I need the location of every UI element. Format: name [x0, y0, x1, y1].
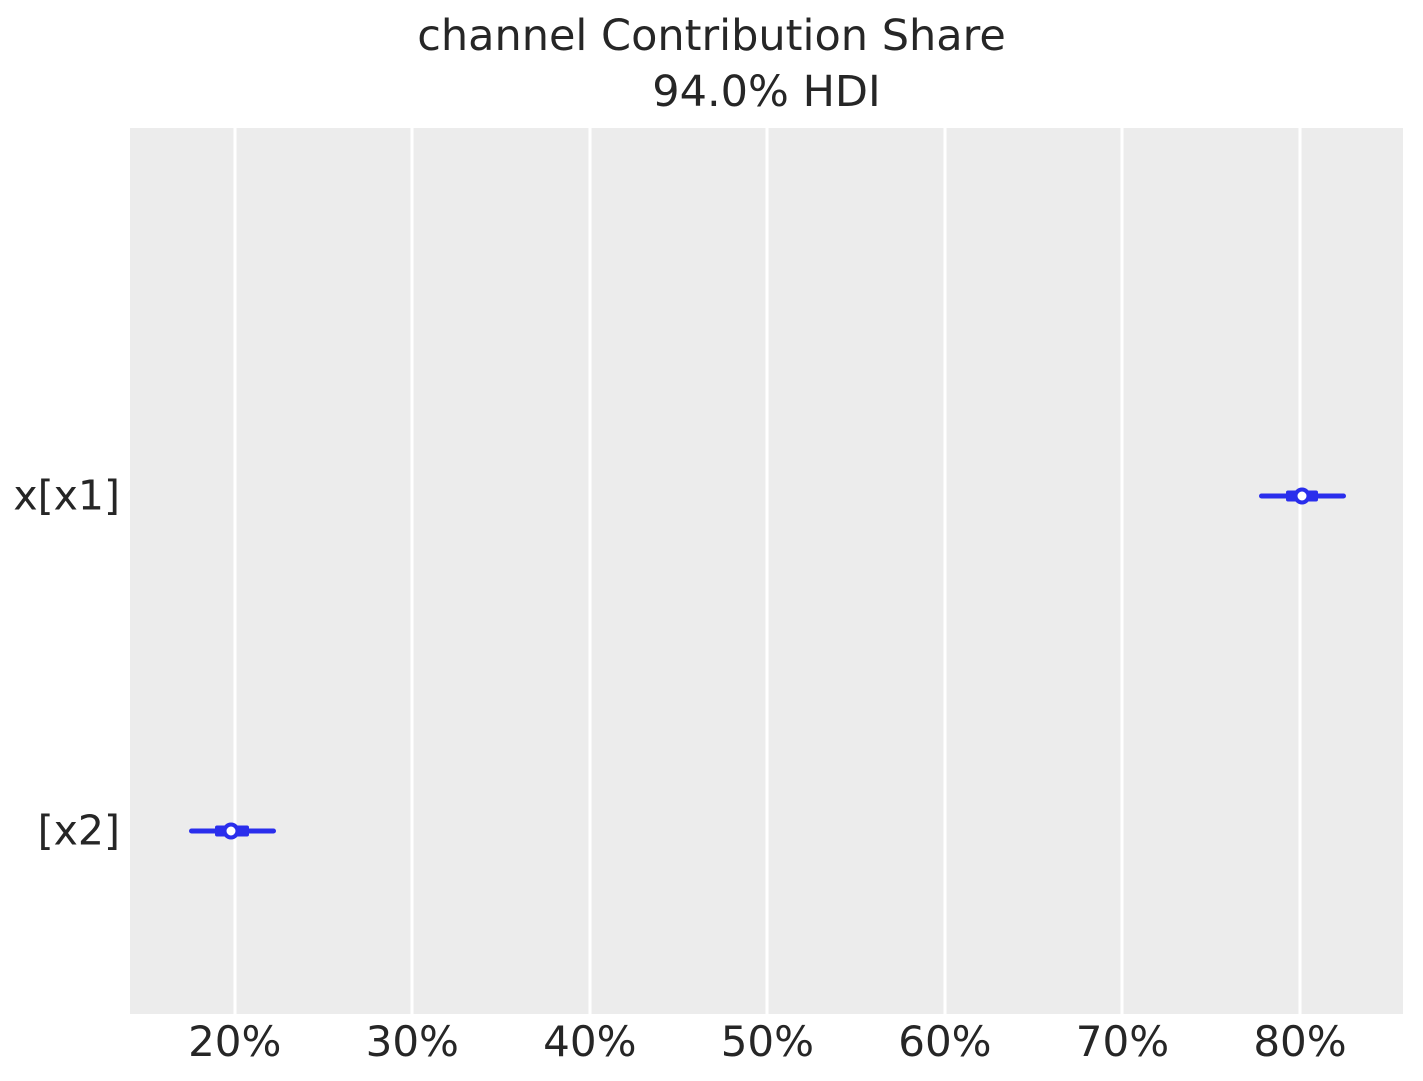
x-axis-ticks: 20% 30% 40% 50% 60% 70% 80% [130, 1014, 1403, 1081]
gridlines [130, 128, 1403, 1014]
median-marker [222, 822, 240, 840]
x-tick-label: 50% [720, 1017, 815, 1066]
forest-rows [130, 128, 1403, 1014]
gridline [588, 128, 592, 1014]
gridline [1298, 128, 1302, 1014]
median-marker [1293, 487, 1311, 505]
figure-title: channel Contribution Share [417, 11, 1006, 61]
y-axis-label: x[x1] [13, 471, 120, 520]
gridline [1120, 128, 1124, 1014]
x-tick-label: 80% [1253, 1017, 1347, 1066]
gridline [410, 128, 414, 1014]
x-tick-label: 20% [188, 1017, 282, 1066]
x-tick-label: 30% [365, 1017, 459, 1066]
x-tick-label: 60% [898, 1017, 992, 1066]
axes-title: 94.0% HDI [652, 67, 881, 117]
y-axis-labels: x[x1] [x2] [0, 128, 120, 1014]
gridline [765, 128, 769, 1014]
gridline [233, 128, 237, 1014]
plot-area [130, 128, 1403, 1014]
x-tick-label: 70% [1075, 1017, 1170, 1066]
gridline [943, 128, 947, 1014]
y-axis-label: [x2] [37, 806, 120, 855]
x-tick-label: 40% [543, 1017, 637, 1066]
